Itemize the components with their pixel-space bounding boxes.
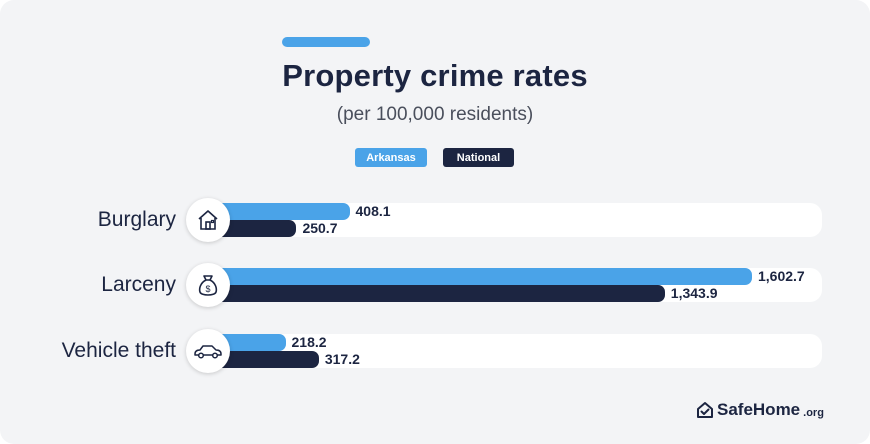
bar-vehicle-theft-national bbox=[212, 351, 319, 368]
data-label: 250.7 bbox=[302, 220, 338, 236]
chart-title: Property crime rates bbox=[282, 58, 588, 93]
chart-subtitle: (per 100,000 residents) bbox=[336, 104, 534, 125]
money-bag-icon: $ bbox=[198, 275, 218, 296]
brand-name: SafeHome bbox=[717, 400, 801, 419]
category-icon-badge bbox=[186, 198, 230, 242]
house-icon bbox=[198, 210, 218, 230]
bar-burglary-national bbox=[212, 220, 297, 237]
bar-larceny-arkansas bbox=[212, 268, 752, 285]
data-label: 1,343.9 bbox=[670, 285, 718, 301]
legend-national: National bbox=[443, 148, 514, 167]
category-label: Larceny bbox=[101, 273, 176, 296]
data-label: 1,602.7 bbox=[758, 268, 805, 284]
house-check-icon bbox=[697, 402, 713, 418]
brand-suffix: .org bbox=[803, 406, 824, 419]
bar-larceny-national bbox=[212, 285, 665, 302]
category-icon-badge: $ bbox=[186, 263, 230, 307]
category-icon-badge bbox=[186, 329, 230, 373]
svg-text:$: $ bbox=[205, 284, 210, 294]
brand-logo: SafeHome .org bbox=[696, 400, 824, 420]
data-label: 317.2 bbox=[324, 351, 360, 367]
category-label: Vehicle theft bbox=[61, 339, 176, 362]
category-label: Burglary bbox=[97, 208, 176, 231]
bar-burglary-arkansas bbox=[212, 203, 350, 220]
data-label: 218.2 bbox=[291, 334, 327, 350]
bar-vehicle-theft-arkansas bbox=[212, 334, 286, 351]
legend-arkansas: Arkansas bbox=[355, 148, 427, 167]
accent-bar bbox=[282, 37, 370, 47]
car-icon bbox=[194, 345, 222, 359]
data-label: 408.1 bbox=[355, 203, 391, 219]
